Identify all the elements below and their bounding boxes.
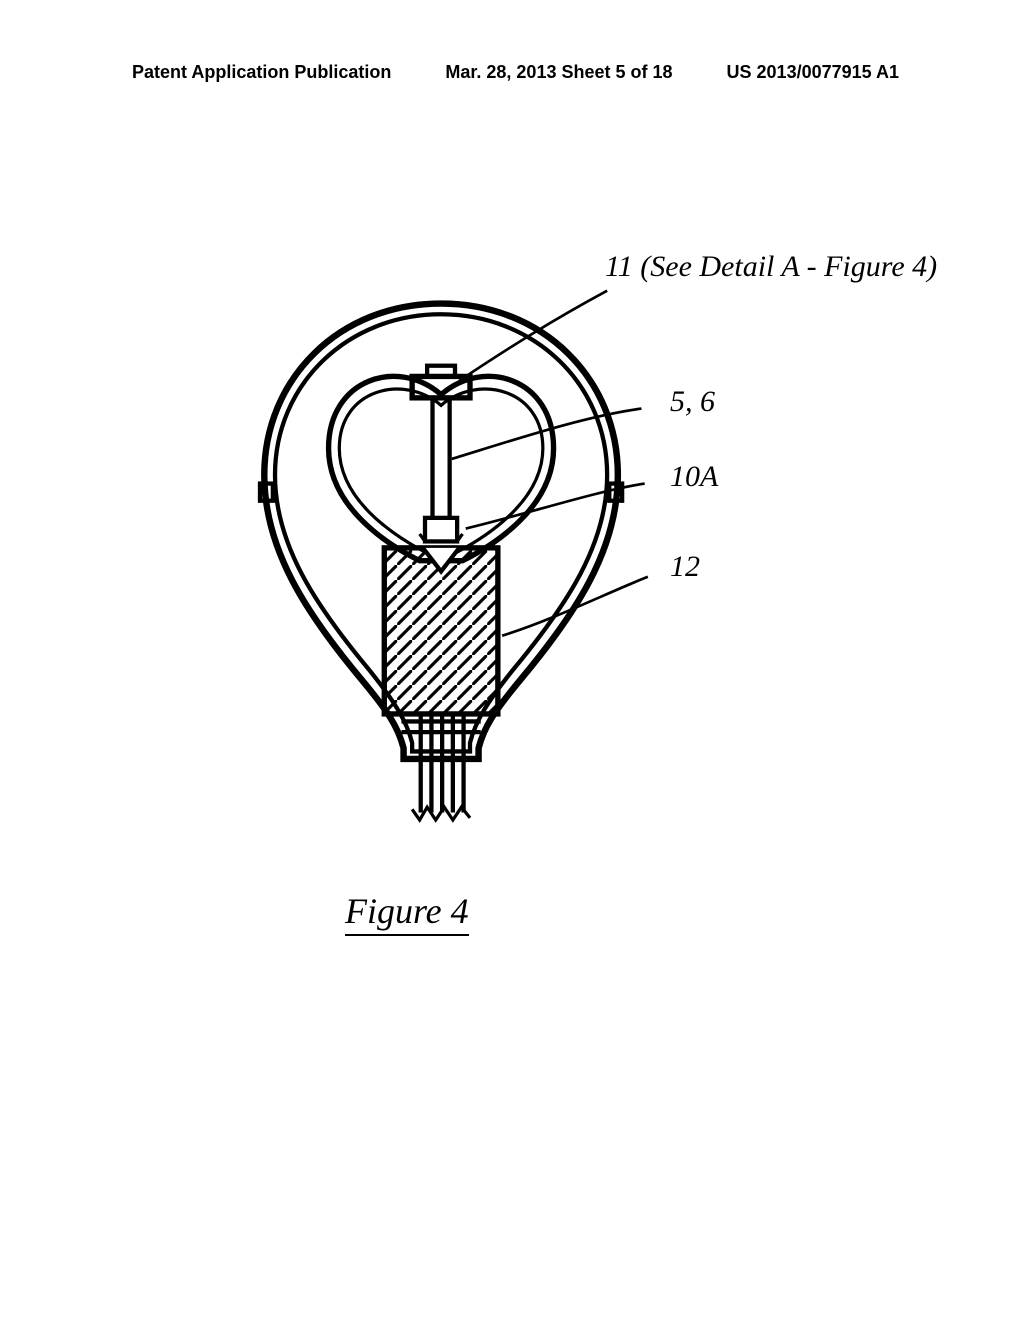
figure-container: 11 (See Detail A - Figure 4) 5, 6 10A 12… [200, 250, 800, 950]
bulb-diagram [200, 250, 800, 850]
header-date-sheet: Mar. 28, 2013 Sheet 5 of 18 [445, 62, 672, 83]
page-header: Patent Application Publication Mar. 28, … [0, 62, 1024, 83]
header-pub-number: US 2013/0077915 A1 [727, 62, 899, 83]
ref-label-10A: 10A [670, 460, 718, 494]
ref-label-5-6: 5, 6 [670, 385, 715, 419]
figure-caption: Figure 4 [345, 890, 469, 936]
ref-label-11: 11 (See Detail A - Figure 4) [605, 250, 937, 284]
ref-label-12: 12 [670, 550, 700, 584]
header-publication: Patent Application Publication [132, 62, 391, 83]
